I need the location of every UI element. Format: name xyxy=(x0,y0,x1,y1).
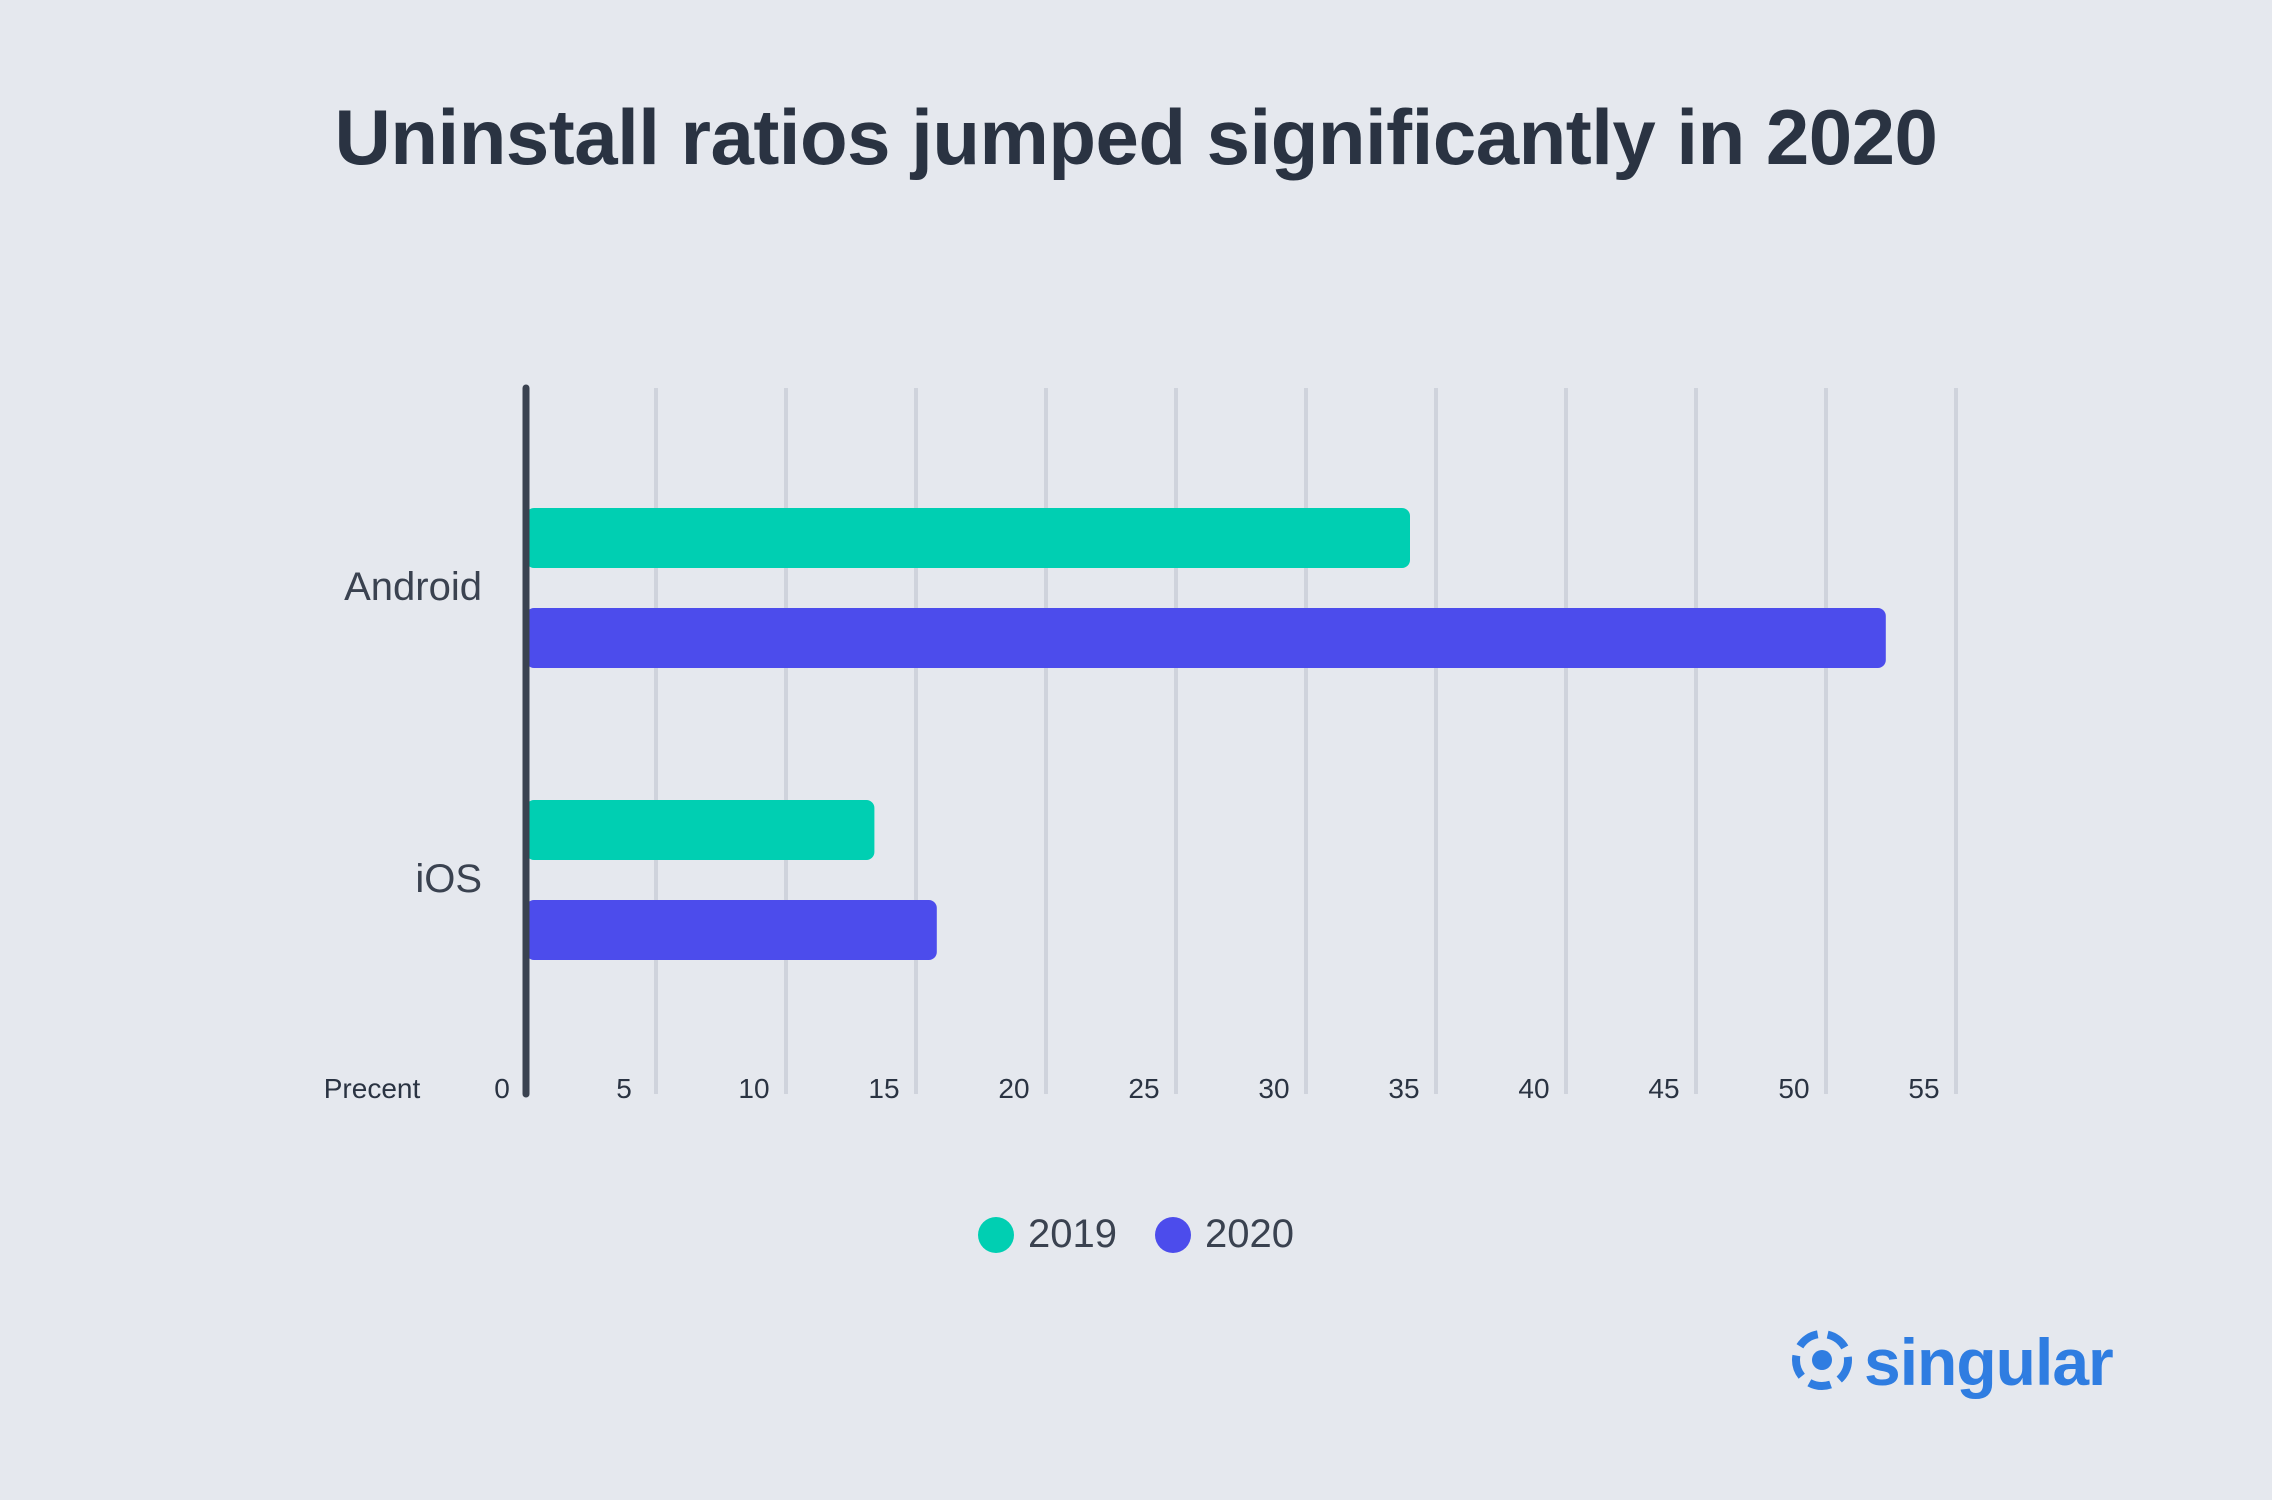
legend-swatch-2020 xyxy=(1155,1216,1191,1253)
x-tick-label: 55 xyxy=(1908,1073,1939,1104)
chart-title: Uninstall ratios jumped significantly in… xyxy=(334,93,1938,181)
x-tick-label: 15 xyxy=(868,1073,899,1104)
legend-swatch-2019 xyxy=(978,1216,1015,1253)
singular-logo: singular xyxy=(1790,1324,2114,1400)
legend-item-2019: 2019 xyxy=(978,1212,1117,1257)
x-tick-label: 30 xyxy=(1258,1073,1289,1104)
x-axis-label: Precent xyxy=(324,1073,421,1104)
x-tick-label: 0 xyxy=(494,1073,510,1104)
category-label: iOS xyxy=(415,857,482,901)
bar-ios-2020 xyxy=(526,900,937,960)
bar-android-2019 xyxy=(526,508,1410,568)
bar-ios-2019 xyxy=(526,800,875,860)
x-tick-label: 40 xyxy=(1518,1073,1549,1104)
x-tick-label: 10 xyxy=(738,1073,769,1104)
x-tick-label: 50 xyxy=(1778,1073,1809,1104)
logo-text: singular xyxy=(1864,1325,2114,1399)
x-tick-label: 20 xyxy=(998,1073,1029,1104)
x-tick-label: 5 xyxy=(616,1073,632,1104)
category-label: Android xyxy=(344,565,482,609)
bar-android-2020 xyxy=(526,608,1886,668)
legend: 2019 2020 xyxy=(0,1212,2272,1257)
x-tick-label: 25 xyxy=(1128,1073,1159,1104)
legend-label-2020: 2020 xyxy=(1205,1212,1294,1256)
x-tick-label: 35 xyxy=(1388,1073,1419,1104)
legend-item-2020: 2020 xyxy=(1155,1212,1294,1257)
x-tick-label: 45 xyxy=(1648,1073,1679,1104)
singular-logo-icon xyxy=(1790,1328,1854,1397)
legend-label-2019: 2019 xyxy=(1028,1212,1117,1256)
